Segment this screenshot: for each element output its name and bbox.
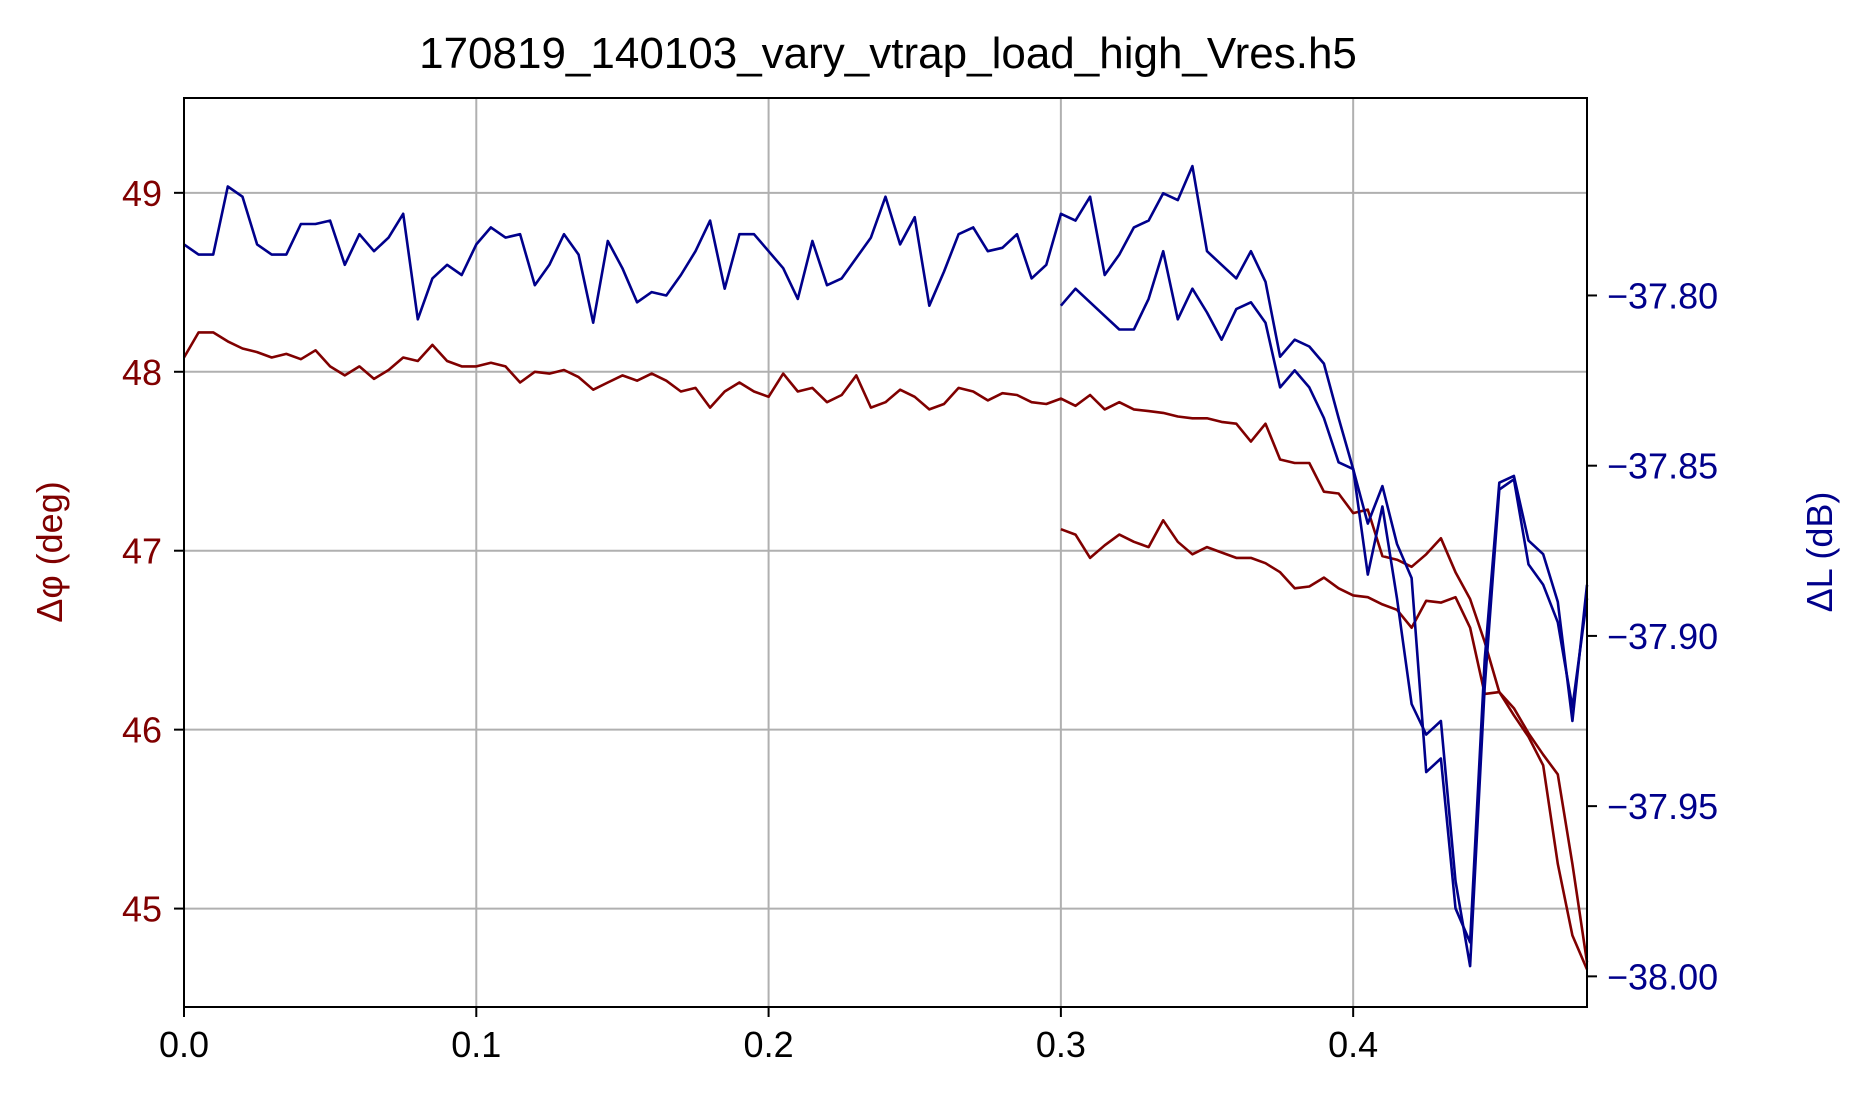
y-right-tick-label: −37.80 xyxy=(1607,275,1718,316)
series-line-left-1 xyxy=(182,331,1589,963)
y-left-tick-label: 48 xyxy=(122,352,162,393)
y-axis-left: 45 46 47 48 49 xyxy=(122,173,184,930)
series-line-left-2 xyxy=(1060,518,1589,970)
y-axis-right: −38.00 −37.95 −37.90 −37.85 −37.80 xyxy=(1587,275,1718,997)
y-left-tick-label: 46 xyxy=(122,710,162,751)
y-right-tick-label: −37.85 xyxy=(1607,446,1718,487)
y-right-tick-label: −38.00 xyxy=(1607,956,1718,997)
series-layer xyxy=(182,164,1589,970)
chart-title: 170819_140103_vary_vtrap_load_high_Vres.… xyxy=(419,29,1357,78)
y-left-tick-label: 45 xyxy=(122,889,162,930)
y-right-tick-label: −37.95 xyxy=(1607,786,1718,827)
x-tick-label: 0.3 xyxy=(1036,1024,1086,1065)
y-left-tick-label: 47 xyxy=(122,531,162,572)
series-line-right-4 xyxy=(1059,249,1589,968)
y-axis-left-label: Δφ (deg) xyxy=(29,481,70,622)
x-tick-label: 0.2 xyxy=(744,1024,794,1065)
y-left-tick-label: 49 xyxy=(122,173,162,214)
x-tick-label: 0.0 xyxy=(159,1024,209,1065)
x-tick-label: 0.1 xyxy=(451,1024,501,1065)
y-right-tick-label: −37.90 xyxy=(1607,616,1718,657)
y-axis-right-label: ΔL (dB) xyxy=(1799,492,1840,613)
x-axis: 0.0 0.1 0.2 0.3 0.4 xyxy=(159,1007,1378,1065)
plot-frame xyxy=(183,97,1588,1008)
x-tick-label: 0.4 xyxy=(1328,1024,1378,1065)
